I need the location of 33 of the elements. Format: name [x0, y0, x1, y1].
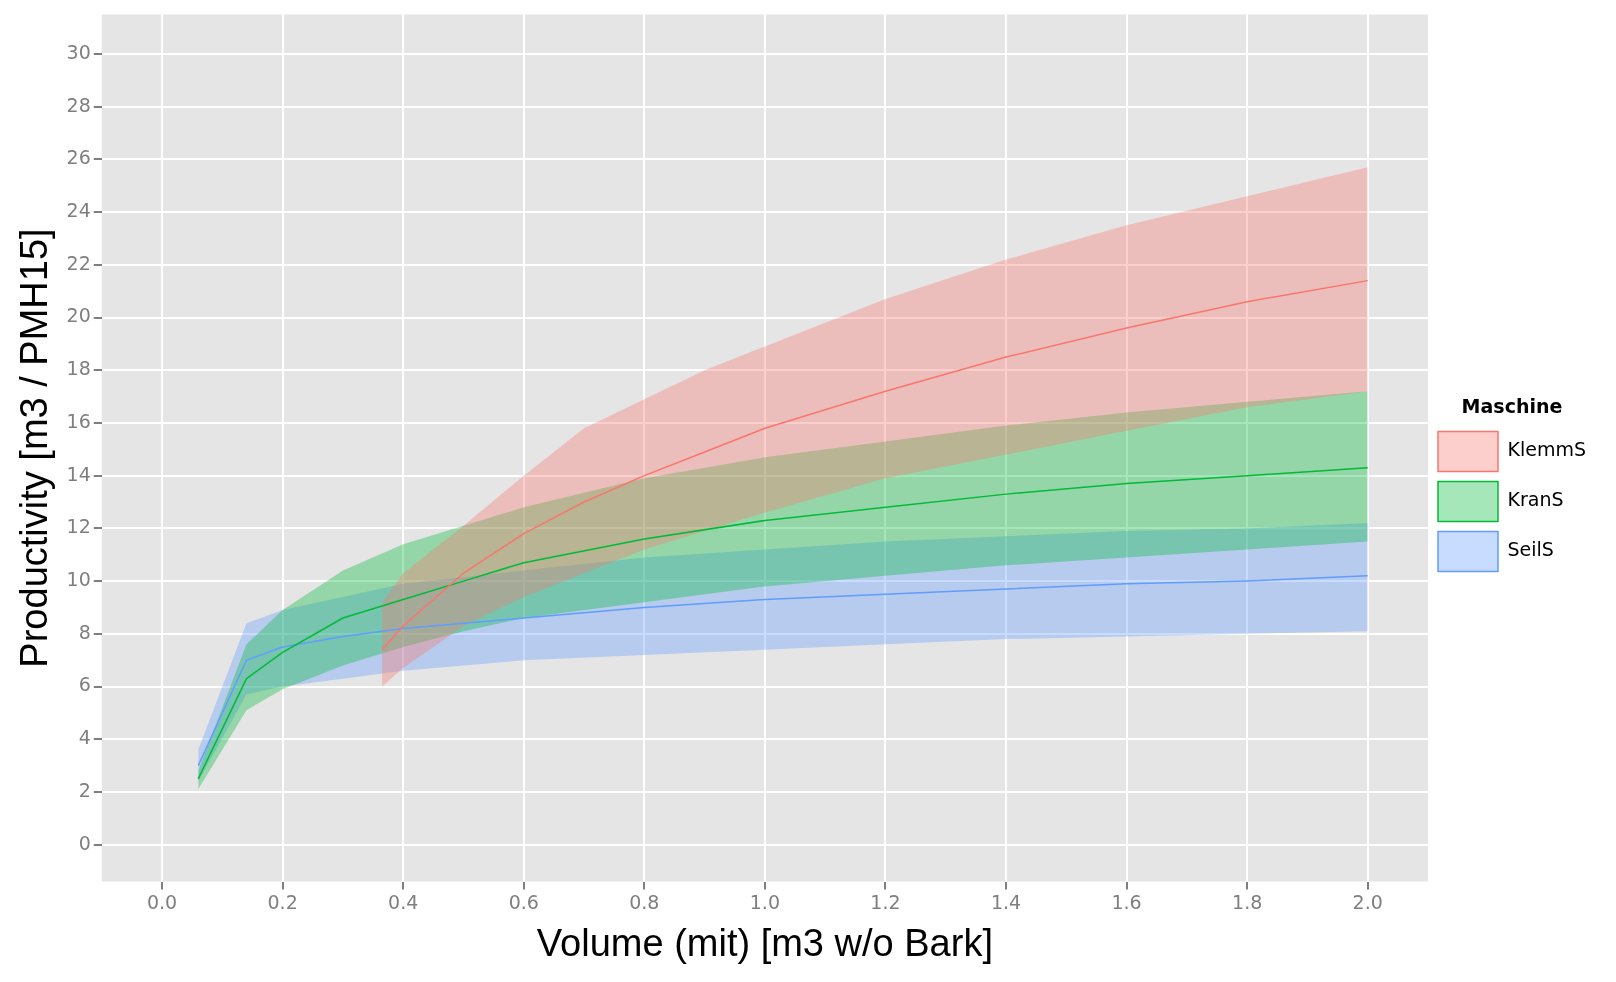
y-tick-label: 8 — [78, 620, 91, 643]
y-tick-label: 10 — [66, 568, 91, 591]
y-tick-label: 20 — [66, 304, 91, 327]
y-tick-label: 6 — [78, 673, 91, 696]
y-tick-label: 24 — [66, 199, 91, 222]
x-tick-label: 0.8 — [629, 890, 660, 913]
y-tick-label: 14 — [66, 462, 91, 485]
y-tick-label: 22 — [66, 251, 91, 274]
x-tick-label: 0.6 — [508, 890, 539, 913]
y-tick-label: 4 — [78, 726, 91, 749]
y-tick-label: 2 — [78, 778, 91, 801]
x-tick-label: 1.2 — [870, 890, 901, 913]
y-tick-label: 26 — [66, 146, 91, 169]
legend-label: KranS — [1507, 488, 1564, 511]
x-tick-label: 0.2 — [267, 890, 298, 913]
y-tick-label: 30 — [66, 40, 91, 63]
x-tick-label: 0.4 — [388, 890, 419, 913]
legend-label: SeilS — [1507, 538, 1554, 561]
y-axis-title: Productivity [m3 / PMH15] — [13, 228, 56, 668]
y-tick-label: 12 — [66, 515, 91, 538]
legend-title: Maschine — [1461, 395, 1563, 418]
x-tick-label: 2.0 — [1352, 890, 1383, 913]
y-tick-label: 18 — [66, 357, 91, 380]
y-tick-label: 28 — [66, 93, 91, 116]
x-tick-label: 1.0 — [749, 890, 780, 913]
y-tick-label: 0 — [78, 831, 91, 854]
y-tick-label: 16 — [66, 409, 91, 432]
x-tick-label: 1.8 — [1232, 890, 1263, 913]
x-axis-title: Volume (mit) [m3 w/o Bark] — [536, 921, 993, 964]
legend-label: KlemmS — [1507, 438, 1587, 461]
x-tick-label: 1.4 — [990, 890, 1022, 913]
x-tick-label: 1.6 — [1111, 890, 1142, 913]
x-tick-label: 0.0 — [146, 890, 178, 913]
